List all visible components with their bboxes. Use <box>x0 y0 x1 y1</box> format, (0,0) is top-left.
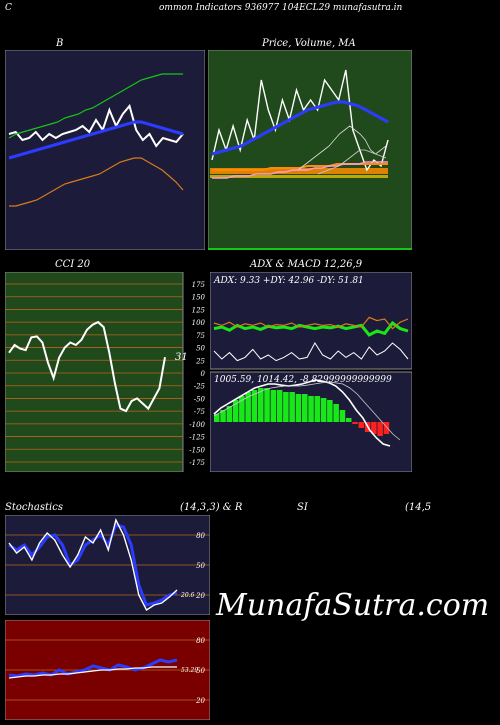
macd-hist-bar <box>283 392 289 422</box>
cci-tick-label: 150 <box>192 294 206 302</box>
cci-tick-label: 25 <box>195 357 205 365</box>
macd-hist-bar <box>220 410 226 422</box>
panel-si-chart: 80 50 20 53.29 <box>5 620 210 720</box>
si-tick-label: 50 <box>196 667 205 675</box>
macd-hist-bar <box>226 406 233 422</box>
price-ma-thin-2 <box>317 149 387 175</box>
panel-stoch-title: Stochastics <box>5 502 63 513</box>
b-series-1 <box>8 120 184 160</box>
macd-hist-bar <box>270 390 277 422</box>
macd-signal-line <box>213 381 401 441</box>
macd-hist-bar <box>377 422 383 436</box>
macd-hist-bar <box>371 422 377 434</box>
cci-tick-label: 75 <box>196 332 205 340</box>
macd-hist-bar <box>276 390 283 422</box>
macd-hist-bar <box>314 396 321 422</box>
panel-cci-title: CCI 20 <box>55 259 91 270</box>
macd-hist-bar <box>302 394 308 422</box>
stoch-tick-label: 50 <box>196 562 205 570</box>
panel-adx-title: ADX & MACD 12,26,9 <box>250 259 363 270</box>
price-band-yellow <box>210 175 388 178</box>
si-series-0 <box>8 658 178 678</box>
cci-tick-label: 125 <box>192 306 206 314</box>
panel-price-title: Price, Volume, MA <box>262 38 356 49</box>
stoch-tick-label: 80 <box>196 532 205 540</box>
macd-hist-bar <box>308 396 314 422</box>
si-series-1 <box>8 666 177 679</box>
price-band-orange <box>210 168 388 174</box>
cci-tick-label: -100 <box>189 421 205 429</box>
macd-hist-bar <box>258 388 264 422</box>
panel-adx-chart <box>210 272 412 472</box>
macd-hist-bar <box>214 414 220 422</box>
b-series-3 <box>9 157 184 207</box>
macd-hist-bar <box>232 400 239 422</box>
macd-hist-bar <box>358 422 365 428</box>
macd-line <box>213 379 391 447</box>
adx-readout: ADX: 9.33 +DY: 42.96 -DY: 51.81 <box>214 276 364 286</box>
macd-hist-bar <box>333 404 339 422</box>
macd-hist-bar <box>251 390 258 422</box>
si-tick-label: 20 <box>195 697 205 705</box>
panel-si-title: SI <box>297 502 308 513</box>
panel-si-params: (14,5 <box>405 502 432 513</box>
price-series-3 <box>212 161 388 179</box>
adx-series-1 <box>213 316 409 330</box>
panel-price-chart <box>208 50 412 250</box>
macd-hist-bar <box>239 396 245 422</box>
watermark-logo: MunafaSutra.com <box>216 588 490 623</box>
cci-tick-label: -25 <box>194 383 206 391</box>
corner-letter-left: C <box>5 3 12 13</box>
adx-series-0 <box>213 320 409 337</box>
cci-tick-label: -75 <box>194 408 206 416</box>
cci-line <box>8 320 166 413</box>
price-series-1 <box>211 100 389 156</box>
cci-last-value: 31 <box>175 352 188 363</box>
cci-tick-label: -125 <box>189 434 205 442</box>
cci-tick-label: 175 <box>192 281 206 289</box>
b-series-2 <box>8 73 183 139</box>
si-tick-label: 80 <box>196 637 205 645</box>
macd-hist-bar <box>245 392 251 422</box>
macd-hist-bar <box>346 418 352 422</box>
cci-tick-label: -150 <box>189 446 205 454</box>
panel-b-chart <box>5 50 205 250</box>
stoch-tick-label: 20 <box>195 592 205 600</box>
macd-hist-bar <box>339 410 346 422</box>
macd-hist-bar <box>289 392 295 422</box>
stoch-last-value: 20.6 <box>180 592 195 599</box>
page-header: ommon Indicators 936977 104ECL29 munafas… <box>159 3 403 13</box>
panel-stoch-params: (14,3,3) & R <box>180 502 243 513</box>
macd-hist-bar <box>264 388 270 422</box>
b-series-0 <box>8 103 184 148</box>
macd-hist-bar <box>320 398 327 422</box>
macd-hist-bar <box>295 394 302 422</box>
stoch-series-1 <box>8 518 178 612</box>
adx-series-2 <box>213 342 409 362</box>
price-ma-thin-1 <box>297 125 387 171</box>
panel-b-title: B <box>56 38 64 49</box>
macd-hist-bar <box>352 422 358 424</box>
macd-hist-bar <box>327 400 333 422</box>
cci-tick-label: 50 <box>196 345 205 353</box>
macd-readout: 1005.59, 1014.42, -8.82999999999999 <box>214 375 392 385</box>
cci-tick-label: 100 <box>192 319 206 327</box>
cci-tick-label: -175 <box>189 459 205 467</box>
si-last-value: 53.29 <box>181 667 198 674</box>
cci-tick-label: 0 <box>201 370 206 378</box>
panel-cci-chart: 175 150 125 100 75 50 25 0 -25 -50 -75 -100 -125 -150… <box>5 272 206 472</box>
cci-tick-label: -50 <box>194 395 206 403</box>
macd-hist-bar <box>383 422 390 434</box>
